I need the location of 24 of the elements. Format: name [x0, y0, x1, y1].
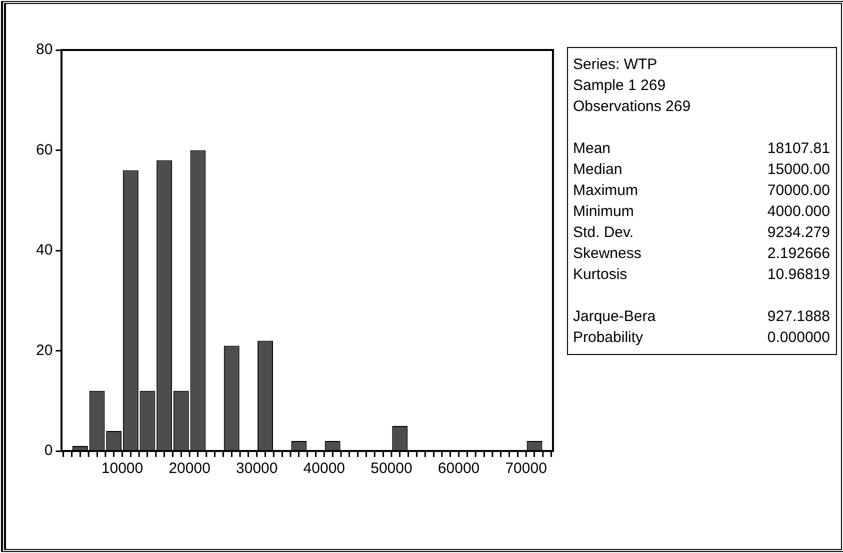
x-tick-label: 40000 [303, 460, 346, 478]
text: Maximum 70000.00 [573, 182, 830, 199]
text: Median 15000.00 [573, 161, 830, 178]
text: Kurtosis 10.96819 [573, 266, 830, 283]
text: Sample 1 269 [573, 76, 667, 96]
text: Std. Dev. 9234.279 [573, 224, 830, 241]
y-tick-label: 60 [36, 141, 53, 158]
text: Mean 18107.81 [573, 140, 830, 157]
text: Jarque-Bera 927.1888 [573, 308, 830, 325]
x-tick-label: 70000 [505, 460, 547, 478]
x-tick-label: 30000 [236, 460, 278, 478]
y-tick-label: 20 [36, 342, 53, 359]
x-tick-label: 10000 [101, 460, 144, 478]
text: Skewness 2.192666 [573, 245, 830, 262]
y-tick-label: 0 [44, 442, 53, 460]
y-tick-label: 80 [36, 41, 53, 58]
y-tick-label: 40 [36, 242, 53, 259]
x-tick-label: 60000 [438, 460, 480, 478]
text: Probability 0.000000 [573, 329, 830, 346]
text: Series: WTP [573, 55, 658, 75]
x-tick-label: 50000 [370, 460, 412, 478]
text: Minimum 4000.000 [573, 203, 830, 220]
text: Observations 269 [573, 97, 692, 117]
x-tick-label: 20000 [168, 460, 210, 478]
